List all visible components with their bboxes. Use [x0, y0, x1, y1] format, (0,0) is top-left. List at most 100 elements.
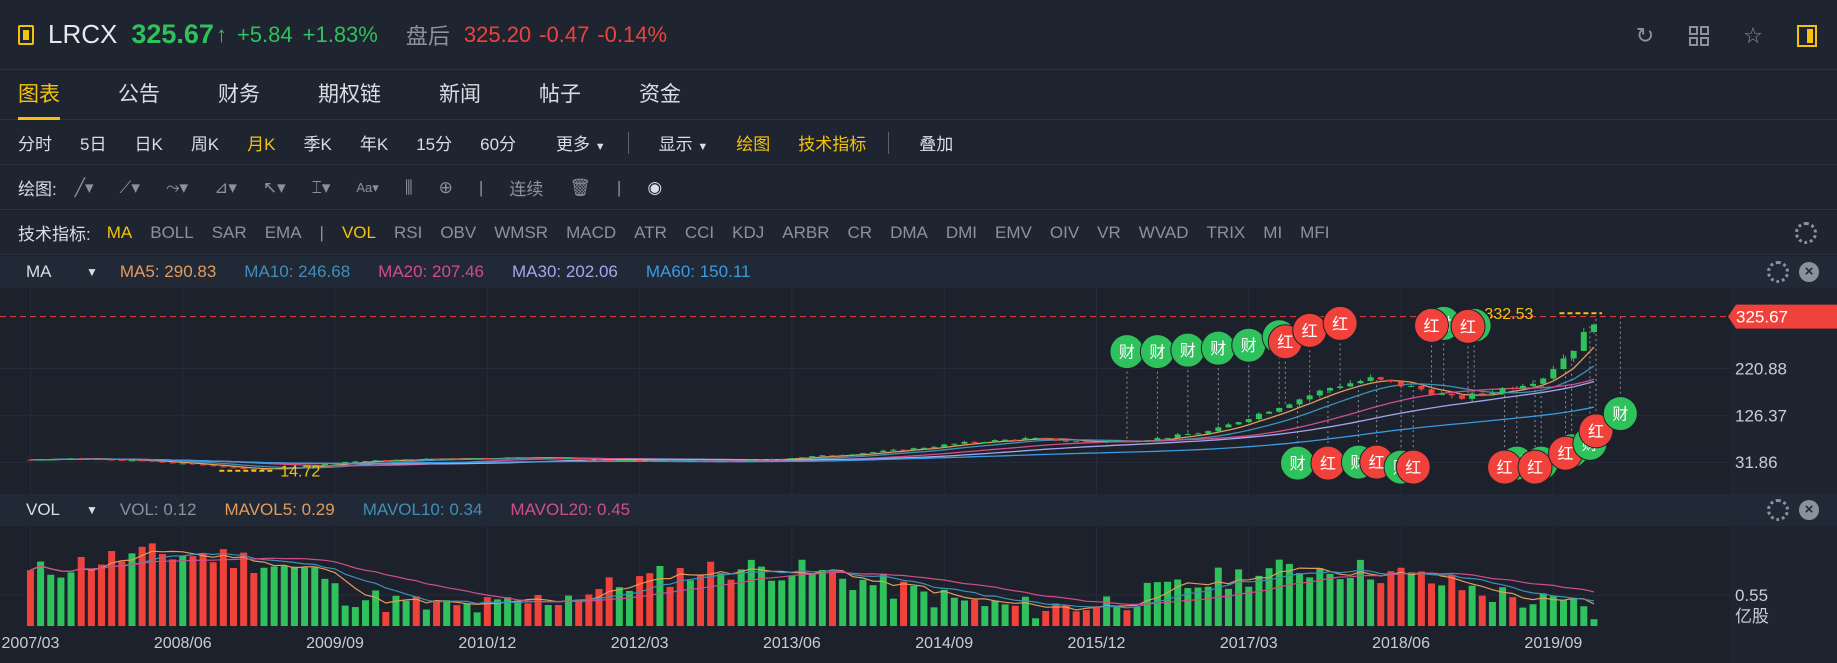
x-axis-label: 2017/03 [1220, 635, 1278, 652]
indicator-atr[interactable]: ATR [634, 222, 667, 242]
candle-body [1032, 437, 1039, 439]
refresh-icon[interactable]: ↻ [1635, 23, 1655, 48]
line-tool-icon[interactable]: ╱▾ [74, 177, 94, 197]
volume-bar [341, 605, 349, 626]
draw-button[interactable]: 绘图 [736, 135, 771, 154]
volume-bar [422, 609, 430, 626]
indicator-rsi[interactable]: RSI [393, 222, 423, 242]
period-monthly[interactable]: 月K [247, 135, 276, 154]
candle-body [37, 459, 44, 461]
tab-chart[interactable]: 图表 [18, 70, 60, 120]
volume-bar [1417, 571, 1425, 626]
event-marker-label: 红 [1588, 423, 1604, 441]
indicator-kdj[interactable]: KDJ [732, 222, 765, 242]
measure-tool-icon[interactable]: ⌶▾ [311, 177, 331, 197]
volume-bar [1082, 610, 1090, 626]
tab-options-chain[interactable]: 期权链 [318, 82, 381, 106]
star-icon[interactable]: ☆ [1743, 23, 1763, 48]
indicator-obv[interactable]: OBV [440, 222, 477, 242]
indicator-cr[interactable]: CR [847, 222, 873, 242]
period-daily[interactable]: 日K [134, 135, 163, 154]
indicator-boll[interactable]: BOLL [150, 222, 194, 242]
arrow-tool-icon[interactable]: ↖▾ [262, 177, 286, 197]
volume-bar [1387, 571, 1395, 626]
indicator-emv[interactable]: EMV [995, 222, 1032, 242]
period-weekly[interactable]: 周K [190, 135, 220, 154]
volume-bar [321, 578, 329, 626]
period-quarterly[interactable]: 季K [303, 135, 332, 154]
zoom-icon[interactable]: ⊕ [438, 177, 453, 197]
volume-bar [991, 600, 999, 626]
volume-bar [179, 555, 187, 626]
indicator-arbr[interactable]: ARBR [782, 222, 830, 242]
tab-capital-flow[interactable]: 资金 [639, 82, 681, 106]
vol-selector[interactable]: VOL [26, 500, 61, 519]
indicator-ma[interactable]: MA [106, 222, 133, 242]
overlay-button[interactable]: 叠加 [919, 135, 954, 154]
panel-toggle-icon[interactable] [1795, 24, 1819, 48]
tab-financials[interactable]: 财务 [218, 82, 260, 106]
caret-down-icon[interactable]: ▼ [86, 265, 98, 279]
candle-body [220, 466, 227, 468]
candle-body [1296, 399, 1303, 405]
ma-selector[interactable]: MA [26, 262, 52, 281]
indicator-mfi[interactable]: MFI [1300, 222, 1330, 242]
period-yearly[interactable]: 年K [359, 135, 389, 154]
indicator-oiv[interactable]: OIV [1049, 222, 1080, 242]
indicator-cci[interactable]: CCI [684, 222, 715, 242]
text-tool-icon[interactable]: Aa▾ [356, 179, 379, 195]
indicator-settings-icon[interactable] [1795, 222, 1817, 244]
quote-header: LRCX 325.67 ↑ +5.84 +1.83% 盘后 325.20 -0.… [0, 0, 1837, 70]
indicator-macd[interactable]: MACD [566, 222, 617, 242]
candle-body [260, 468, 267, 470]
volume-bar [1316, 568, 1324, 626]
indicator-dma[interactable]: DMA [890, 222, 928, 242]
period-toolbar: 分时 5日 日K 周K 月K 季K 年K 15分 60分 更多 ▼ 显示 ▼ 绘… [0, 121, 1837, 165]
ma-close-icon[interactable]: × [1799, 262, 1819, 282]
volume-bar [818, 569, 826, 626]
grid-layout-icon[interactable] [1687, 24, 1711, 48]
trash-icon[interactable]: 🗑 [569, 177, 591, 197]
vol-settings-icon[interactable] [1767, 499, 1789, 521]
period-more-dropdown[interactable]: 更多 ▼ [556, 130, 606, 155]
indicator-trix[interactable]: TRIX [1206, 222, 1246, 242]
mavol-line-10 [30, 552, 1595, 609]
period-60min[interactable]: 60分 [480, 135, 517, 154]
tab-news[interactable]: 新闻 [439, 82, 481, 106]
candle-body [311, 465, 318, 467]
candle-tool-icon[interactable]: ⫼ [404, 177, 413, 197]
display-dropdown[interactable]: 显示 ▼ [659, 130, 709, 155]
indicator-vr[interactable]: VR [1097, 222, 1121, 242]
eye-icon[interactable]: ◉ [647, 177, 663, 197]
indicator-dmi[interactable]: DMI [945, 222, 978, 242]
indicator-ema[interactable]: EMA [264, 222, 302, 242]
volume-bar [392, 595, 400, 626]
indicator-sar[interactable]: SAR [211, 222, 247, 242]
candle-body [646, 460, 653, 462]
continuous-toggle[interactable]: 连续 [509, 180, 544, 199]
price-chart[interactable]: 220.88126.3731.86325.67332.5314.72财财财财财财… [0, 288, 1837, 494]
event-marker-label: 红 [1460, 318, 1476, 336]
ma-settings-icon[interactable] [1767, 261, 1789, 283]
volume-bar [686, 580, 694, 626]
volume-bar [1062, 605, 1070, 626]
caret-down-icon[interactable]: ▼ [86, 503, 98, 517]
period-intraday[interactable]: 分时 [18, 135, 52, 154]
indicators-button[interactable]: 技术指标 [798, 135, 867, 154]
candle-body [1103, 441, 1110, 443]
candle-body [1469, 393, 1476, 399]
indicator-vol[interactable]: VOL [341, 222, 376, 242]
vol-close-icon[interactable]: × [1799, 500, 1819, 520]
polyline-tool-icon[interactable]: ⟋▾ [119, 177, 140, 197]
period-15min[interactable]: 15分 [416, 135, 453, 154]
fibonacci-tool-icon[interactable]: ⊿▾ [214, 177, 237, 197]
candle-body [758, 459, 765, 461]
period-5d[interactable]: 5日 [80, 135, 107, 154]
volume-chart[interactable]: 0.55 亿股 2007/03 2008/06 2009/09 2010/12 2012/0… [0, 526, 1837, 663]
channel-tool-icon[interactable]: ⤳▾ [165, 177, 189, 197]
indicator-wvad[interactable]: WVAD [1138, 222, 1189, 242]
tab-announcements[interactable]: 公告 [118, 82, 160, 106]
indicator-mi[interactable]: MI [1263, 222, 1283, 242]
indicator-wmsr[interactable]: WMSR [494, 222, 549, 242]
tab-posts[interactable]: 帖子 [539, 82, 581, 106]
